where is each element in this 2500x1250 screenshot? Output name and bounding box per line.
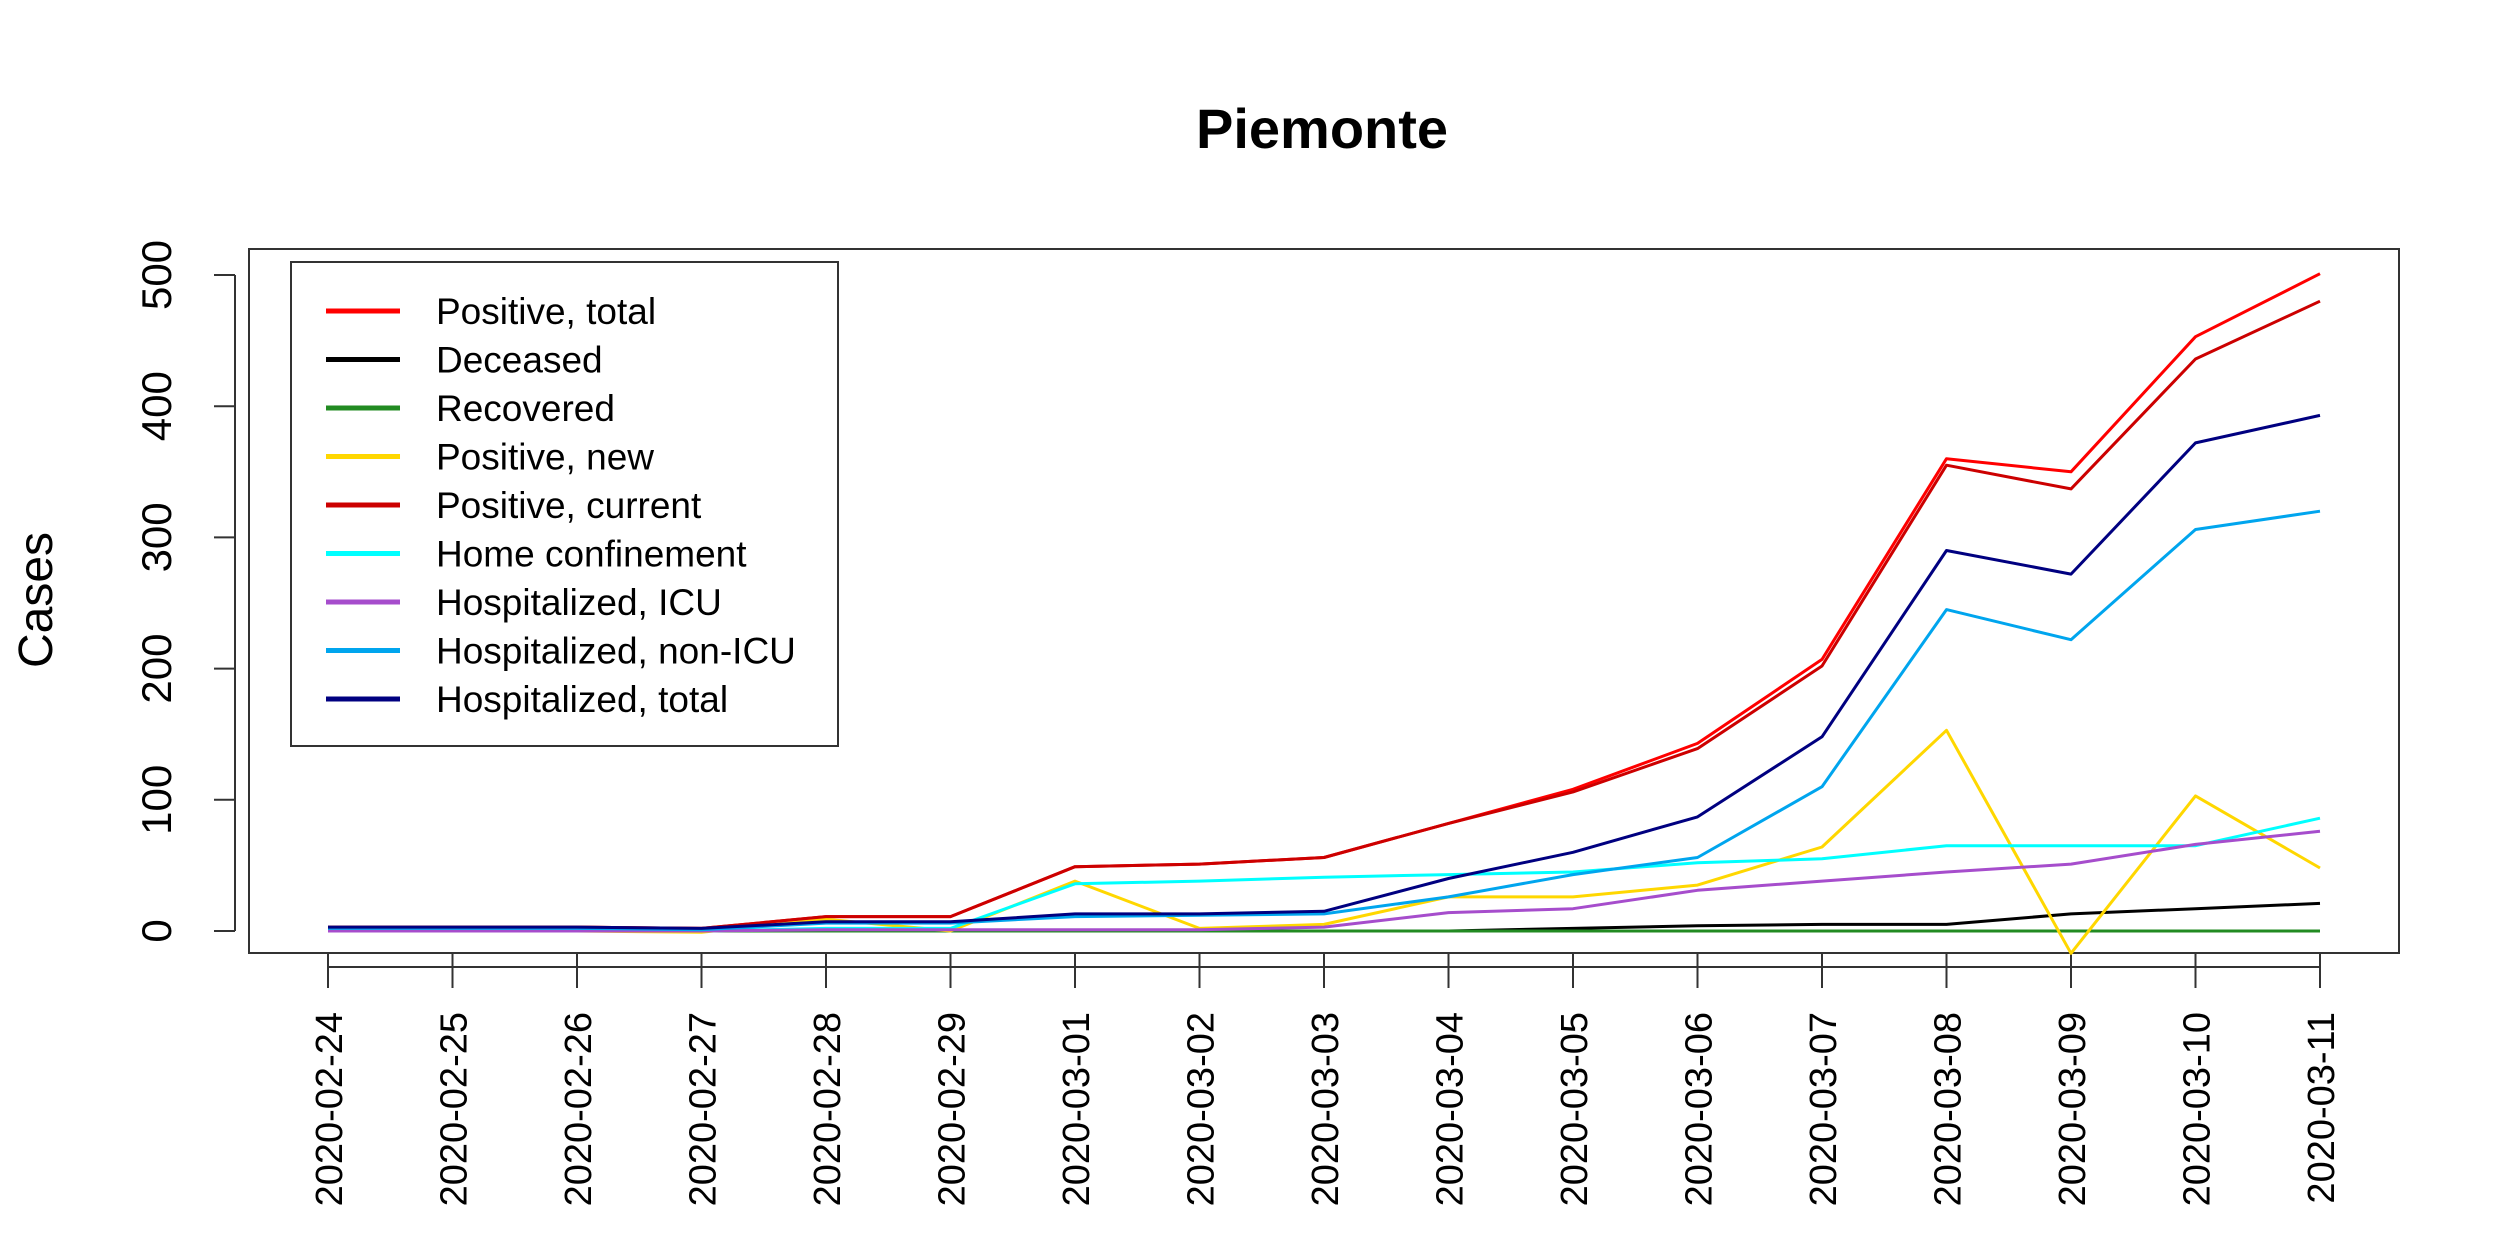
y-tick-label: 200 <box>133 634 180 704</box>
y-axis-label: Cases <box>10 532 63 668</box>
legend-label: Hospitalized, ICU <box>436 582 722 623</box>
legend-label: Hospitalized, total <box>436 679 728 720</box>
y-tick-label: 300 <box>133 502 180 572</box>
x-axis: 2020-02-24 2020-02-25 2020-02-26 2020-02-27… <box>309 953 2343 1206</box>
y-tick-label: 400 <box>133 371 180 441</box>
series-line-6 <box>328 829 2321 933</box>
legend-label: Home confinement <box>436 534 747 575</box>
x-tick-label: 2020-03-07 <box>1803 1012 1845 1206</box>
x-tick-label: 2020-03-09 <box>2052 1012 2094 1206</box>
x-tick-label: 2020-02-25 <box>434 1012 476 1206</box>
y-tick-label: 0 <box>133 919 180 942</box>
x-tick-label: 2020-03-05 <box>1554 1012 1596 1206</box>
legend-label: Deceased <box>436 340 603 381</box>
x-tick-label: 2020-03-08 <box>1928 1012 1970 1206</box>
series-lines <box>327 272 2321 955</box>
y-axis: 0 100 200 300 400 500 <box>133 240 236 943</box>
x-tick-label: 2020-03-04 <box>1430 1012 1472 1206</box>
legend-label: Recovered <box>436 388 615 429</box>
x-tick-label: 2020-02-29 <box>932 1012 974 1206</box>
legend: Positive, total Deceased Recovered Positive… <box>290 261 839 747</box>
x-tick-label: 2020-02-28 <box>807 1012 849 1206</box>
x-tick-label: 2020-03-06 <box>1679 1012 1721 1206</box>
legend-label: Positive, total <box>436 291 656 332</box>
legend-label: Hospitalized, non-ICU <box>436 631 796 672</box>
chart-title: Piemonte <box>1196 97 1448 160</box>
x-tick-label: 2020-02-26 <box>558 1012 600 1206</box>
x-tick-label: 2020-03-11 <box>2301 1012 2343 1204</box>
y-tick-label: 500 <box>133 240 180 310</box>
x-tick-label: 2020-02-27 <box>683 1012 725 1206</box>
series-line-8 <box>328 413 2321 930</box>
x-tick-label: 2020-03-02 <box>1181 1012 1223 1206</box>
legend-label: Positive, current <box>436 485 702 526</box>
x-tick-label: 2020-03-03 <box>1305 1012 1347 1206</box>
x-tick-label: 2020-03-01 <box>1056 1012 1098 1206</box>
x-tick-label: 2020-03-10 <box>2177 1012 2219 1206</box>
y-tick-label: 100 <box>133 765 180 835</box>
x-tick-label: 2020-02-24 <box>309 1012 351 1206</box>
legend-label: Positive, new <box>436 437 654 478</box>
